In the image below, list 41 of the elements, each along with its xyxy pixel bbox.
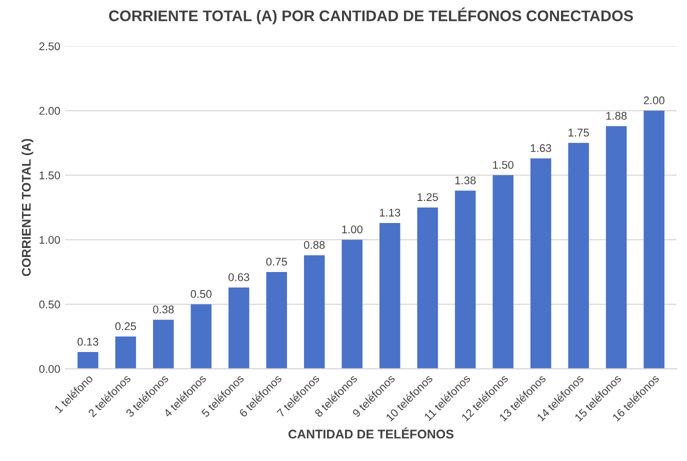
bar [606,126,627,369]
data-label: 1.00 [342,225,362,234]
x-axis-title: CANTIDAD DE TELÉFONOS [288,427,454,439]
data-label: 1.75 [568,128,589,137]
bar [153,320,174,369]
bar [530,158,552,369]
data-label: 0.50 [190,290,212,298]
data-label: 1.88 [606,112,627,120]
y-tick-label: 2.00 [39,106,60,115]
bar [492,175,514,369]
data-label: 1.63 [530,144,552,152]
data-label: 0.63 [228,273,250,282]
data-label: 2.00 [644,96,664,104]
bar [644,110,664,369]
bar [379,222,400,369]
data-label: 0.38 [153,306,174,314]
bar [228,287,250,369]
y-axis-title: CORRIENTE TOTAL (A) [22,138,34,276]
data-label: 0.88 [304,240,325,249]
bar [304,255,325,369]
y-tick-label: 2.50 [39,42,60,50]
data-label: 1.50 [493,160,514,169]
y-tick-label: 0.50 [39,300,60,308]
bar [190,304,212,369]
bar [454,190,476,369]
y-tick-label: 0.00 [39,365,60,373]
data-label: 0.13 [78,338,98,346]
bar [115,336,136,369]
bar [78,352,98,369]
data-label: 1.38 [455,176,476,184]
bar [266,272,288,369]
bar [342,240,362,369]
data-label: 0.75 [266,258,287,266]
bar [417,207,438,369]
chart-title: CORRIENTE TOTAL (A) POR CANTIDAD DE TELÉFONOS CONECTADOS [109,8,633,24]
y-tick-label: 1.00 [40,236,60,244]
data-label: 1.13 [380,208,400,217]
data-label: 1.25 [418,193,438,202]
bar [568,142,589,369]
y-tick-label: 1.50 [40,171,60,180]
data-label: 0.25 [115,322,136,330]
